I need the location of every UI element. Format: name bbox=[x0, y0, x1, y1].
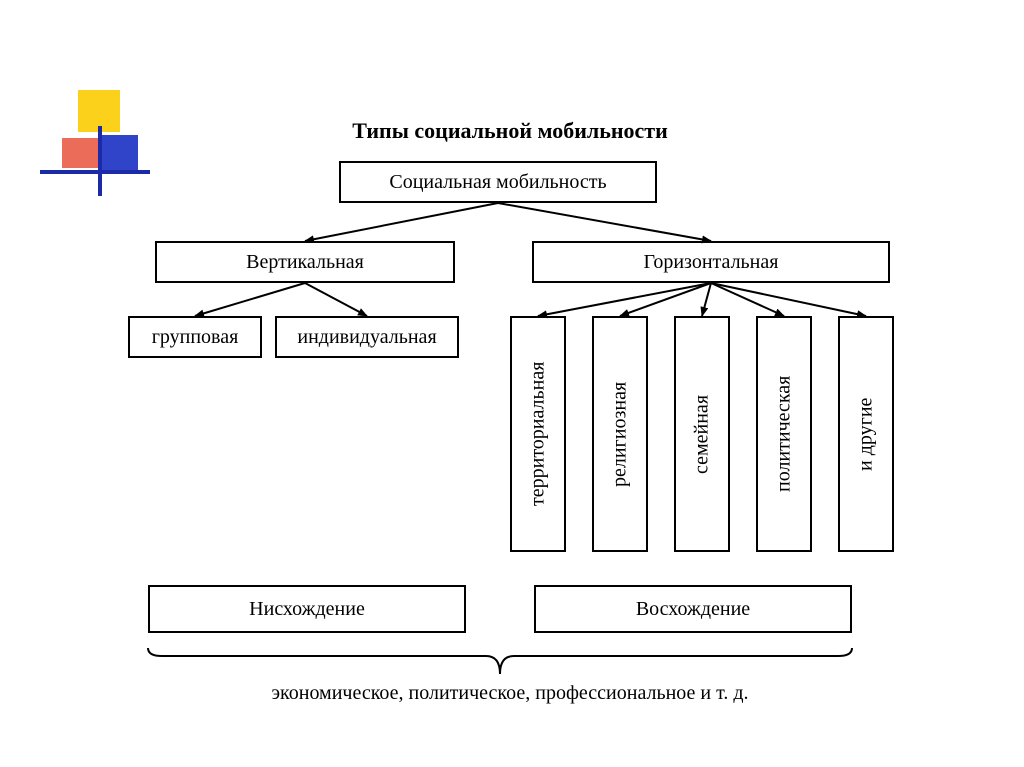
logo-red-square bbox=[62, 138, 102, 168]
node-family-label: семейная bbox=[691, 395, 714, 474]
node-territorial: территориальная bbox=[510, 316, 566, 552]
node-individual: индивидуальная bbox=[275, 316, 459, 358]
node-political: политическая bbox=[756, 316, 812, 552]
node-group-label: групповая bbox=[152, 326, 239, 349]
node-horizontal-label: Горизонтальная bbox=[644, 251, 779, 274]
node-descending-label: Нисхождение bbox=[249, 598, 365, 621]
node-horizontal: Горизонтальная bbox=[532, 241, 890, 283]
diagram-title: Типы социальной мобильности bbox=[300, 118, 720, 144]
node-territorial-label: территориальная bbox=[527, 362, 550, 506]
node-individual-label: индивидуальная bbox=[297, 326, 436, 349]
logo-vertical-line bbox=[98, 126, 102, 196]
logo-blue-square bbox=[102, 135, 138, 171]
node-political-label: политическая bbox=[773, 376, 796, 492]
node-ascending: Восхождение bbox=[534, 585, 852, 633]
node-religious: религиозная bbox=[592, 316, 648, 552]
logo-horizontal-line bbox=[40, 170, 150, 174]
node-descending: Нисхождение bbox=[148, 585, 466, 633]
node-family: семейная bbox=[674, 316, 730, 552]
node-others-label: и другие bbox=[855, 397, 878, 470]
node-religious-label: религиозная bbox=[609, 381, 632, 486]
node-vertical: Вертикальная bbox=[155, 241, 455, 283]
node-ascending-label: Восхождение bbox=[636, 598, 750, 621]
node-root: Социальная мобильность bbox=[339, 161, 657, 203]
node-group: групповая bbox=[128, 316, 262, 358]
node-vertical-label: Вертикальная bbox=[246, 251, 364, 274]
node-others: и другие bbox=[838, 316, 894, 552]
footnote-text: экономическое, политическое, профессиона… bbox=[200, 682, 820, 705]
node-root-label: Социальная мобильность bbox=[389, 171, 606, 194]
